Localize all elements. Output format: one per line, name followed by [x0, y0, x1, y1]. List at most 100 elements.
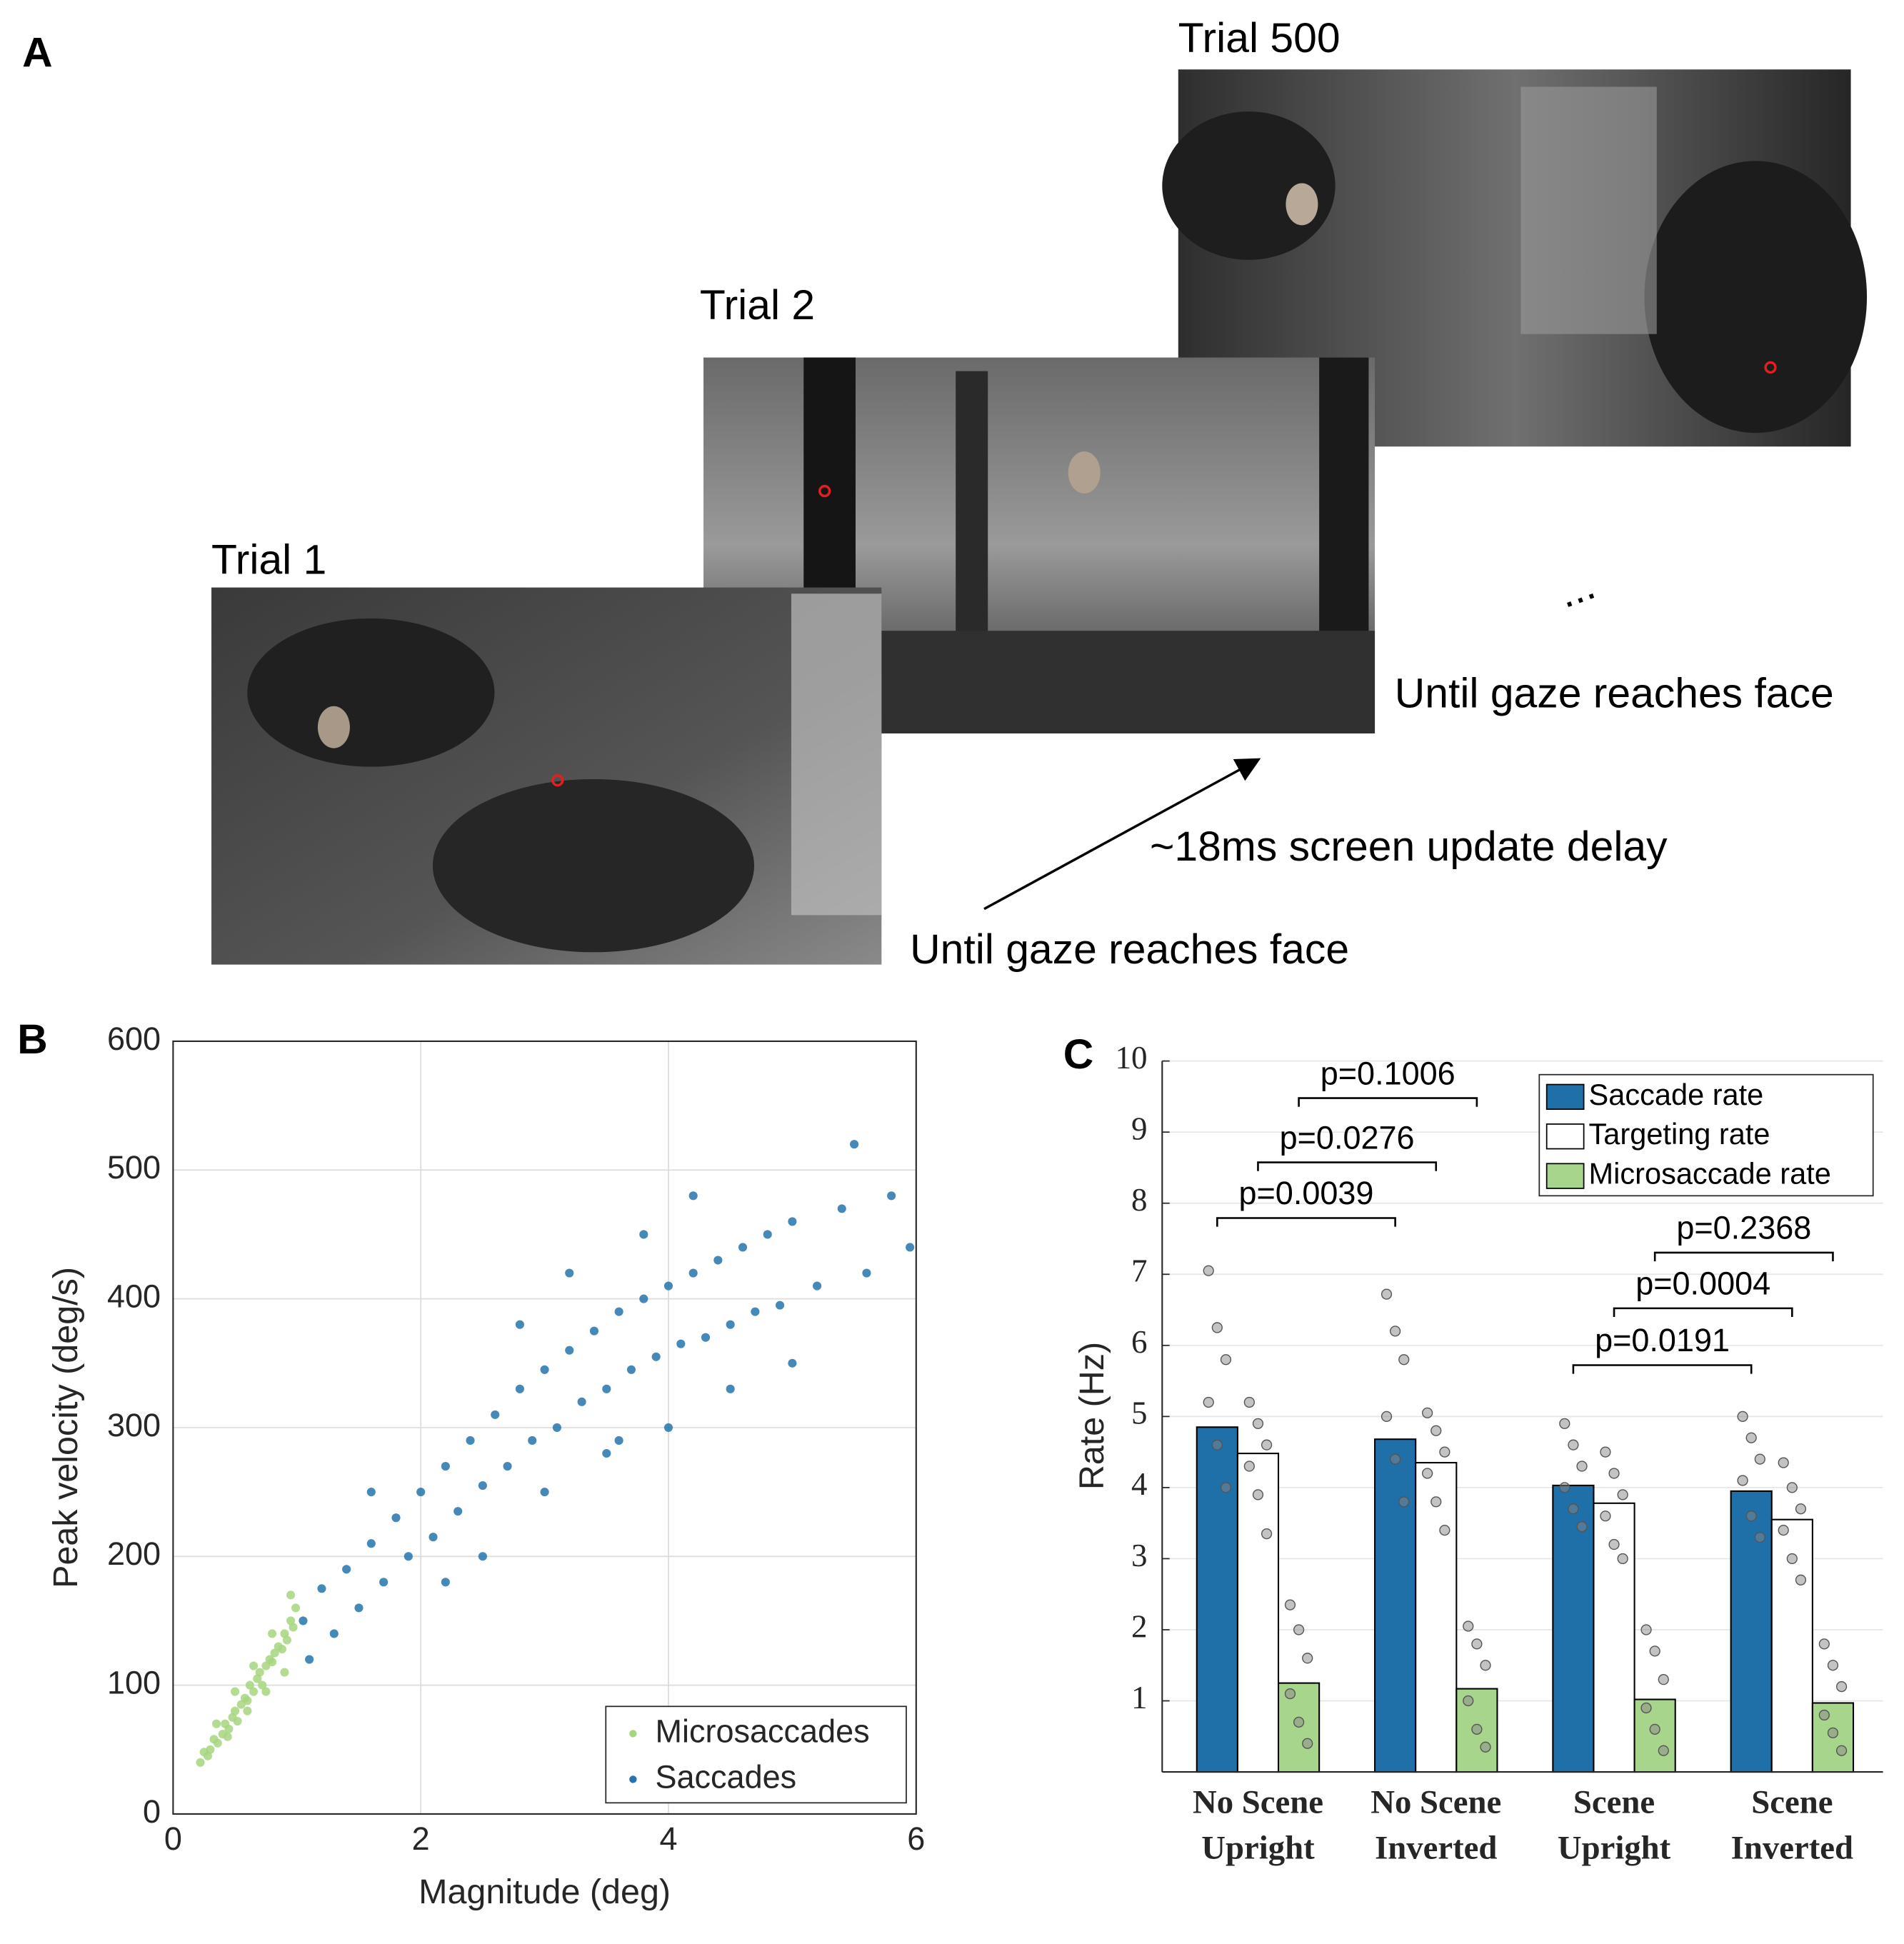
subject-point	[1737, 1475, 1748, 1486]
subject-point	[1381, 1411, 1393, 1422]
point	[196, 1758, 205, 1767]
point	[243, 1706, 252, 1715]
x-tick-label: Upright	[1558, 1830, 1671, 1867]
subject-point	[1795, 1574, 1807, 1585]
point	[602, 1448, 611, 1458]
point	[788, 1358, 797, 1368]
point	[223, 1732, 232, 1741]
point	[478, 1552, 487, 1561]
subject-point	[1600, 1446, 1611, 1458]
ellipsis: ...	[1552, 561, 1600, 617]
legend-marker	[629, 1775, 637, 1783]
trial-label: Trial 2	[700, 282, 815, 329]
y-tick-label: 4	[1131, 1466, 1148, 1502]
panel-label: C	[1063, 1031, 1094, 1078]
x-tick-label: Inverted	[1375, 1830, 1497, 1867]
subject-point	[1261, 1528, 1273, 1540]
subject-point	[1480, 1741, 1491, 1753]
subject-point	[1422, 1407, 1433, 1418]
subject-point	[1827, 1660, 1839, 1671]
point	[245, 1680, 254, 1690]
point	[688, 1191, 698, 1201]
subject-point	[1576, 1460, 1588, 1472]
point	[663, 1423, 673, 1432]
x-tick-label: Upright	[1201, 1830, 1315, 1867]
trial-label: Trial 1	[211, 537, 326, 583]
caption: ~18ms screen update delay	[1150, 823, 1668, 870]
y-tick-label: 9	[1131, 1111, 1148, 1147]
x-tick-label: 4	[659, 1820, 677, 1857]
bar	[1374, 1438, 1417, 1773]
y-tick-label: 200	[107, 1535, 161, 1572]
x-tick-label: Scene	[1573, 1784, 1655, 1821]
subject-point	[1568, 1439, 1579, 1451]
legend-swatch	[1545, 1163, 1585, 1189]
subject-point	[1640, 1624, 1652, 1635]
bracket	[1653, 1251, 1834, 1262]
point	[491, 1410, 500, 1419]
trial-1-image	[211, 587, 882, 965]
point	[726, 1320, 735, 1329]
subject-point	[1398, 1354, 1410, 1366]
point	[211, 1719, 221, 1728]
subject-point	[1778, 1457, 1789, 1468]
p-value: p=0.0039	[1239, 1175, 1374, 1211]
subject-point	[1827, 1727, 1839, 1738]
point	[626, 1365, 636, 1374]
point	[726, 1384, 735, 1393]
subject-point	[1302, 1653, 1313, 1664]
point	[258, 1680, 267, 1690]
subject-point	[1818, 1638, 1830, 1650]
subject-point	[1430, 1496, 1442, 1508]
point	[565, 1268, 574, 1278]
y-tick-label: 6	[1131, 1324, 1148, 1360]
point	[639, 1294, 648, 1303]
point	[249, 1661, 259, 1670]
x-tick-label: 2	[412, 1820, 430, 1857]
point	[354, 1603, 364, 1613]
x-tick-label: No Scene	[1371, 1784, 1501, 1821]
subject-point	[1220, 1482, 1232, 1493]
subject-point	[1559, 1482, 1570, 1493]
point	[602, 1384, 611, 1393]
bracket	[1216, 1217, 1396, 1227]
subject-point	[1463, 1620, 1474, 1632]
y-tick-label: 100	[107, 1664, 161, 1700]
subject-point	[1390, 1453, 1401, 1465]
point	[249, 1687, 259, 1696]
subject-point	[1430, 1425, 1442, 1436]
point	[503, 1461, 512, 1471]
point	[540, 1365, 549, 1374]
point	[203, 1751, 212, 1760]
legend-box	[605, 1705, 907, 1804]
x-axis-label: Magnitude (deg)	[419, 1873, 671, 1911]
subject-point	[1576, 1521, 1588, 1533]
subject-point	[1243, 1396, 1255, 1408]
subject-point	[1293, 1624, 1305, 1635]
subject-point	[1252, 1418, 1264, 1429]
legend-swatch	[1545, 1083, 1585, 1111]
legend-label: Microsaccades	[656, 1713, 870, 1749]
point	[270, 1648, 279, 1658]
subject-point	[1658, 1674, 1669, 1685]
y-tick-label: 600	[107, 1021, 161, 1057]
point	[454, 1507, 463, 1516]
subject-point	[1617, 1553, 1628, 1565]
bracket	[1257, 1161, 1438, 1171]
subject-point	[1284, 1688, 1296, 1700]
subject-point	[1745, 1510, 1757, 1522]
point	[291, 1603, 301, 1613]
subject-point	[1471, 1638, 1483, 1650]
subject-point	[1243, 1460, 1255, 1472]
subject-point	[1835, 1680, 1848, 1693]
bracket	[1613, 1307, 1793, 1317]
legend-box	[1538, 1073, 1874, 1197]
point	[429, 1533, 438, 1542]
subject-point	[1818, 1709, 1830, 1721]
subject-point	[1203, 1396, 1214, 1408]
y-tick-label: 0	[143, 1793, 161, 1830]
subject-point	[1439, 1446, 1450, 1458]
y-tick-label: 400	[107, 1278, 161, 1314]
